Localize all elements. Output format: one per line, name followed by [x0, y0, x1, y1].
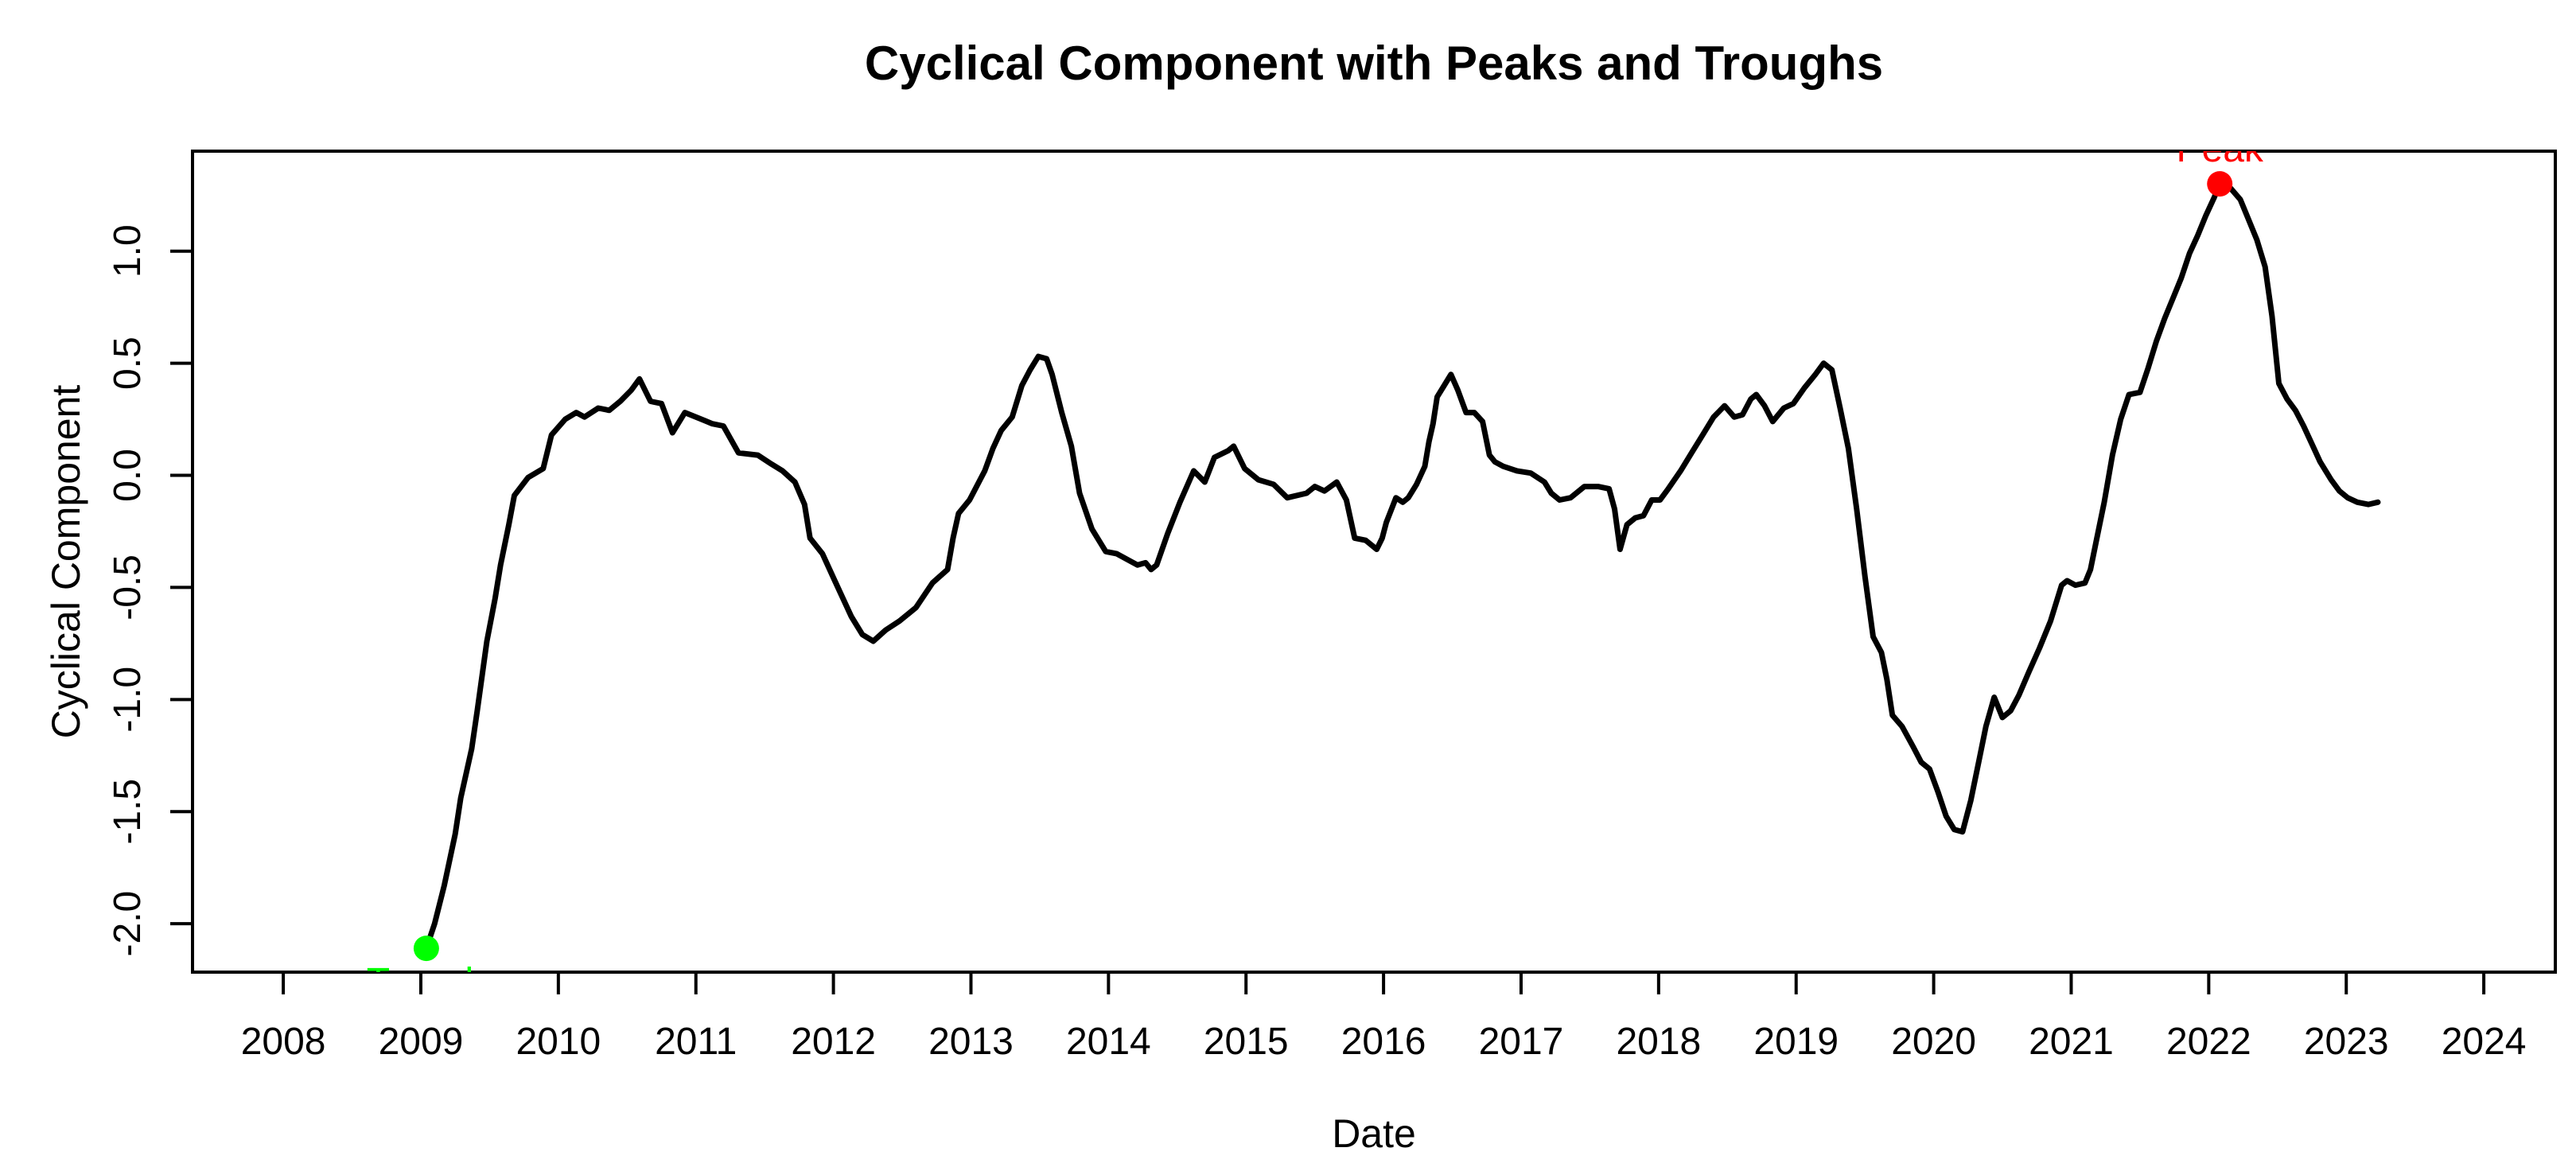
- trough-label: Trough: [367, 961, 486, 1003]
- x-axis-ticks: 2008 2009 2010 2011 2012 2013 2014 2015 2016 2017…: [241, 972, 2527, 1063]
- x-tick-label: 2022: [2166, 1021, 2251, 1063]
- series-line: [423, 181, 2381, 951]
- x-tick-label: 2023: [2304, 1021, 2389, 1063]
- plot-area: Trough Peak: [367, 128, 2381, 1003]
- series-markers: Trough Peak: [367, 128, 2264, 1003]
- x-tick-label: 2015: [1204, 1021, 1289, 1063]
- trough-marker: [413, 936, 439, 962]
- x-tick-label: 2016: [1341, 1021, 1426, 1063]
- x-tick-label: 2009: [379, 1021, 464, 1063]
- y-tick-label: 0.5: [107, 337, 149, 390]
- x-tick-label: 2018: [1616, 1021, 1701, 1063]
- peak-marker: [2207, 171, 2233, 197]
- x-tick-label: 2017: [1479, 1021, 1564, 1063]
- y-axis-ticks: 1.0 0.5 0.0 -0.5 -1.0 -1.5 -2.0: [107, 224, 193, 956]
- x-tick-label: 2013: [928, 1021, 1014, 1063]
- x-tick-label: 2008: [241, 1021, 326, 1063]
- x-tick-label: 2024: [2442, 1021, 2527, 1063]
- x-axis-title: Date: [1332, 1111, 1416, 1156]
- y-tick-label: 1.0: [107, 224, 149, 278]
- x-tick-label: 2019: [1753, 1021, 1839, 1063]
- x-tick-label: 2011: [655, 1021, 737, 1063]
- peak-label: Peak: [2176, 128, 2263, 170]
- y-tick-label: -1.0: [107, 667, 149, 733]
- y-tick-label: -2.0: [107, 891, 149, 957]
- x-tick-label: 2010: [516, 1021, 601, 1063]
- x-tick-label: 2021: [2029, 1021, 2114, 1063]
- y-tick-label: -0.5: [107, 554, 149, 621]
- y-tick-label: -1.5: [107, 779, 149, 845]
- chart-title: Cyclical Component with Peaks and Trough…: [865, 37, 1883, 90]
- y-tick-label: 0.0: [107, 449, 149, 502]
- x-tick-label: 2014: [1066, 1021, 1151, 1063]
- y-axis-title: Cyclical Component: [44, 385, 88, 739]
- plot-border: [191, 150, 2557, 974]
- x-tick-label: 2020: [1891, 1021, 1976, 1063]
- x-tick-label: 2012: [791, 1021, 876, 1063]
